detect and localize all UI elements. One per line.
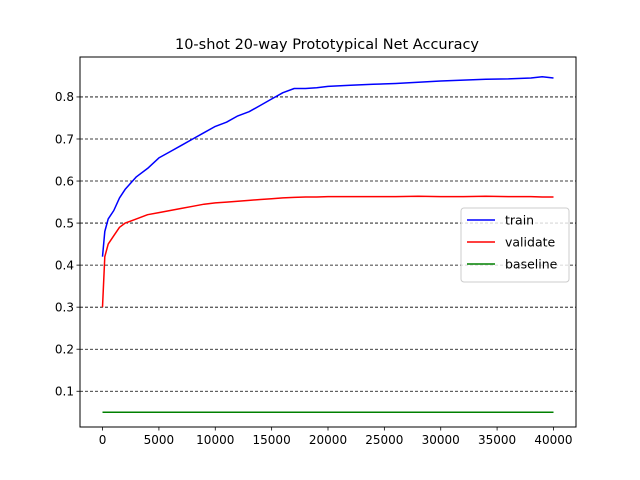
x-tick-label: 20000 [309,433,347,447]
x-tick-label: 15000 [253,433,291,447]
y-tick-label: 0.3 [55,300,74,314]
series-lines [101,76,554,414]
series-line-train [101,76,554,257]
legend-label-validate: validate [505,235,555,250]
y-tick-label: 0.1 [55,385,74,399]
grid-lines [80,96,576,392]
y-tick-label: 0.4 [55,258,74,272]
x-tick-label: 40000 [534,433,572,447]
x-tick-label: 0 [99,433,107,447]
y-tick-label: 0.2 [55,343,74,357]
x-tick-label: 35000 [478,433,516,447]
x-tick-label: 25000 [365,433,403,447]
y-tick-label: 0.7 [55,132,74,146]
y-tick-label: 0.8 [55,90,74,104]
chart-title: 10-shot 20-way Prototypical Net Accuracy [175,37,479,53]
x-tick-label: 30000 [422,433,460,447]
x-axis-ticks: 0 5000 10000 15000 20000 25000 30000 35000 40000 [99,427,573,447]
legend-label-baseline: baseline [505,257,558,272]
x-tick-label: 5000 [144,433,175,447]
y-tick-label: 0.6 [55,174,74,188]
legend: train validate baseline [460,207,570,283]
y-axis-ticks: 0.1 0.2 0.3 0.4 0.5 0.6 0.7 0.8 [55,90,80,399]
series-line-validate [101,195,554,308]
x-tick-label: 10000 [196,433,234,447]
legend-label-train: train [505,213,534,228]
y-tick-label: 0.5 [55,216,74,230]
